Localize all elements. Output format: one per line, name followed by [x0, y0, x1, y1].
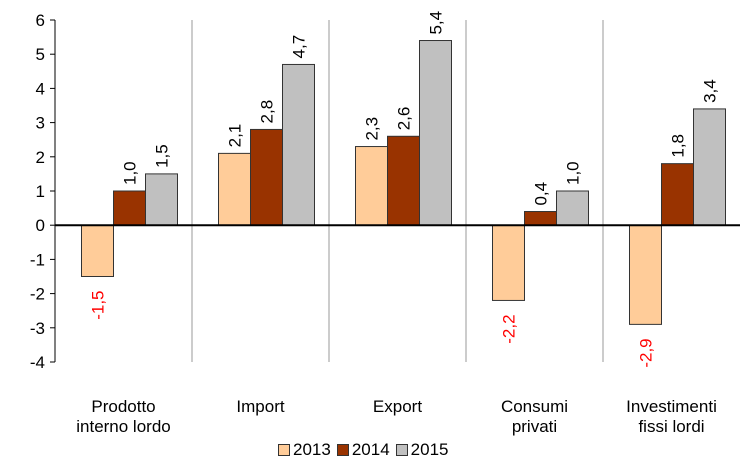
legend-swatch-2014: [336, 444, 349, 456]
y-tick-label: 5: [36, 45, 45, 64]
y-tick-label: -3: [30, 319, 45, 338]
data-label: -2,2: [500, 314, 519, 343]
data-label: 2,3: [363, 117, 382, 141]
data-label: 2,6: [395, 107, 414, 131]
category-label: Export: [372, 397, 423, 416]
data-label: 2,8: [258, 100, 277, 124]
category-label: Investimenti fissi lordi: [626, 397, 717, 436]
data-label: 0,4: [532, 182, 551, 206]
legend-item-2015: 2015: [395, 440, 449, 460]
legend-label-2014: 2014: [351, 440, 390, 459]
bar-2014: [113, 190, 146, 226]
legend: 2013 2014 2015: [278, 440, 454, 460]
y-tick-label: 2: [36, 148, 45, 167]
category-label: Import: [236, 397, 285, 416]
data-label: 4,7: [290, 35, 309, 59]
y-tick-label: -4: [30, 353, 45, 372]
data-label: 5,4: [427, 11, 446, 35]
category-label: Prodotto interno lordo: [76, 397, 171, 436]
bar-2013: [492, 224, 525, 301]
legend-swatch-2015: [395, 444, 408, 456]
bar-2014: [250, 128, 283, 226]
data-label: 2,1: [226, 124, 245, 148]
bar-2015: [145, 173, 178, 226]
bar-2014: [524, 211, 557, 226]
legend-label-2015: 2015: [410, 440, 449, 459]
legend-swatch-2013: [278, 444, 290, 456]
data-label: 1,5: [153, 144, 172, 168]
y-tick-label: 4: [36, 79, 45, 98]
y-tick-label: -2: [30, 285, 45, 304]
data-label: -2,9: [637, 338, 656, 367]
bar-2013: [629, 224, 662, 325]
legend-item-2014: 2014: [336, 440, 390, 460]
data-label: 1,0: [121, 161, 140, 185]
bar-2013: [218, 152, 251, 226]
bar-2014: [661, 163, 694, 226]
data-label: 3,4: [701, 79, 720, 103]
category-label: Consumi privati: [500, 397, 569, 436]
bar-2013: [355, 146, 388, 226]
bar-2014: [387, 135, 420, 226]
data-label: 1,8: [669, 134, 688, 158]
data-label: -1,5: [89, 291, 108, 320]
y-tick-label: 3: [36, 114, 45, 133]
y-tick-label: 0: [36, 216, 45, 235]
legend-label-2013: 2013: [293, 440, 331, 459]
legend-item-2013: 2013: [278, 440, 331, 460]
bar-2015: [556, 190, 589, 226]
y-tick-label: -1: [30, 250, 45, 269]
data-label: 1,0: [564, 161, 583, 185]
y-tick-label: 6: [36, 11, 45, 30]
bar-2015: [693, 108, 726, 226]
bar-2015: [282, 63, 315, 226]
bar-2013: [81, 224, 114, 277]
bar-2015: [419, 40, 452, 226]
y-tick-label: 1: [36, 182, 45, 201]
